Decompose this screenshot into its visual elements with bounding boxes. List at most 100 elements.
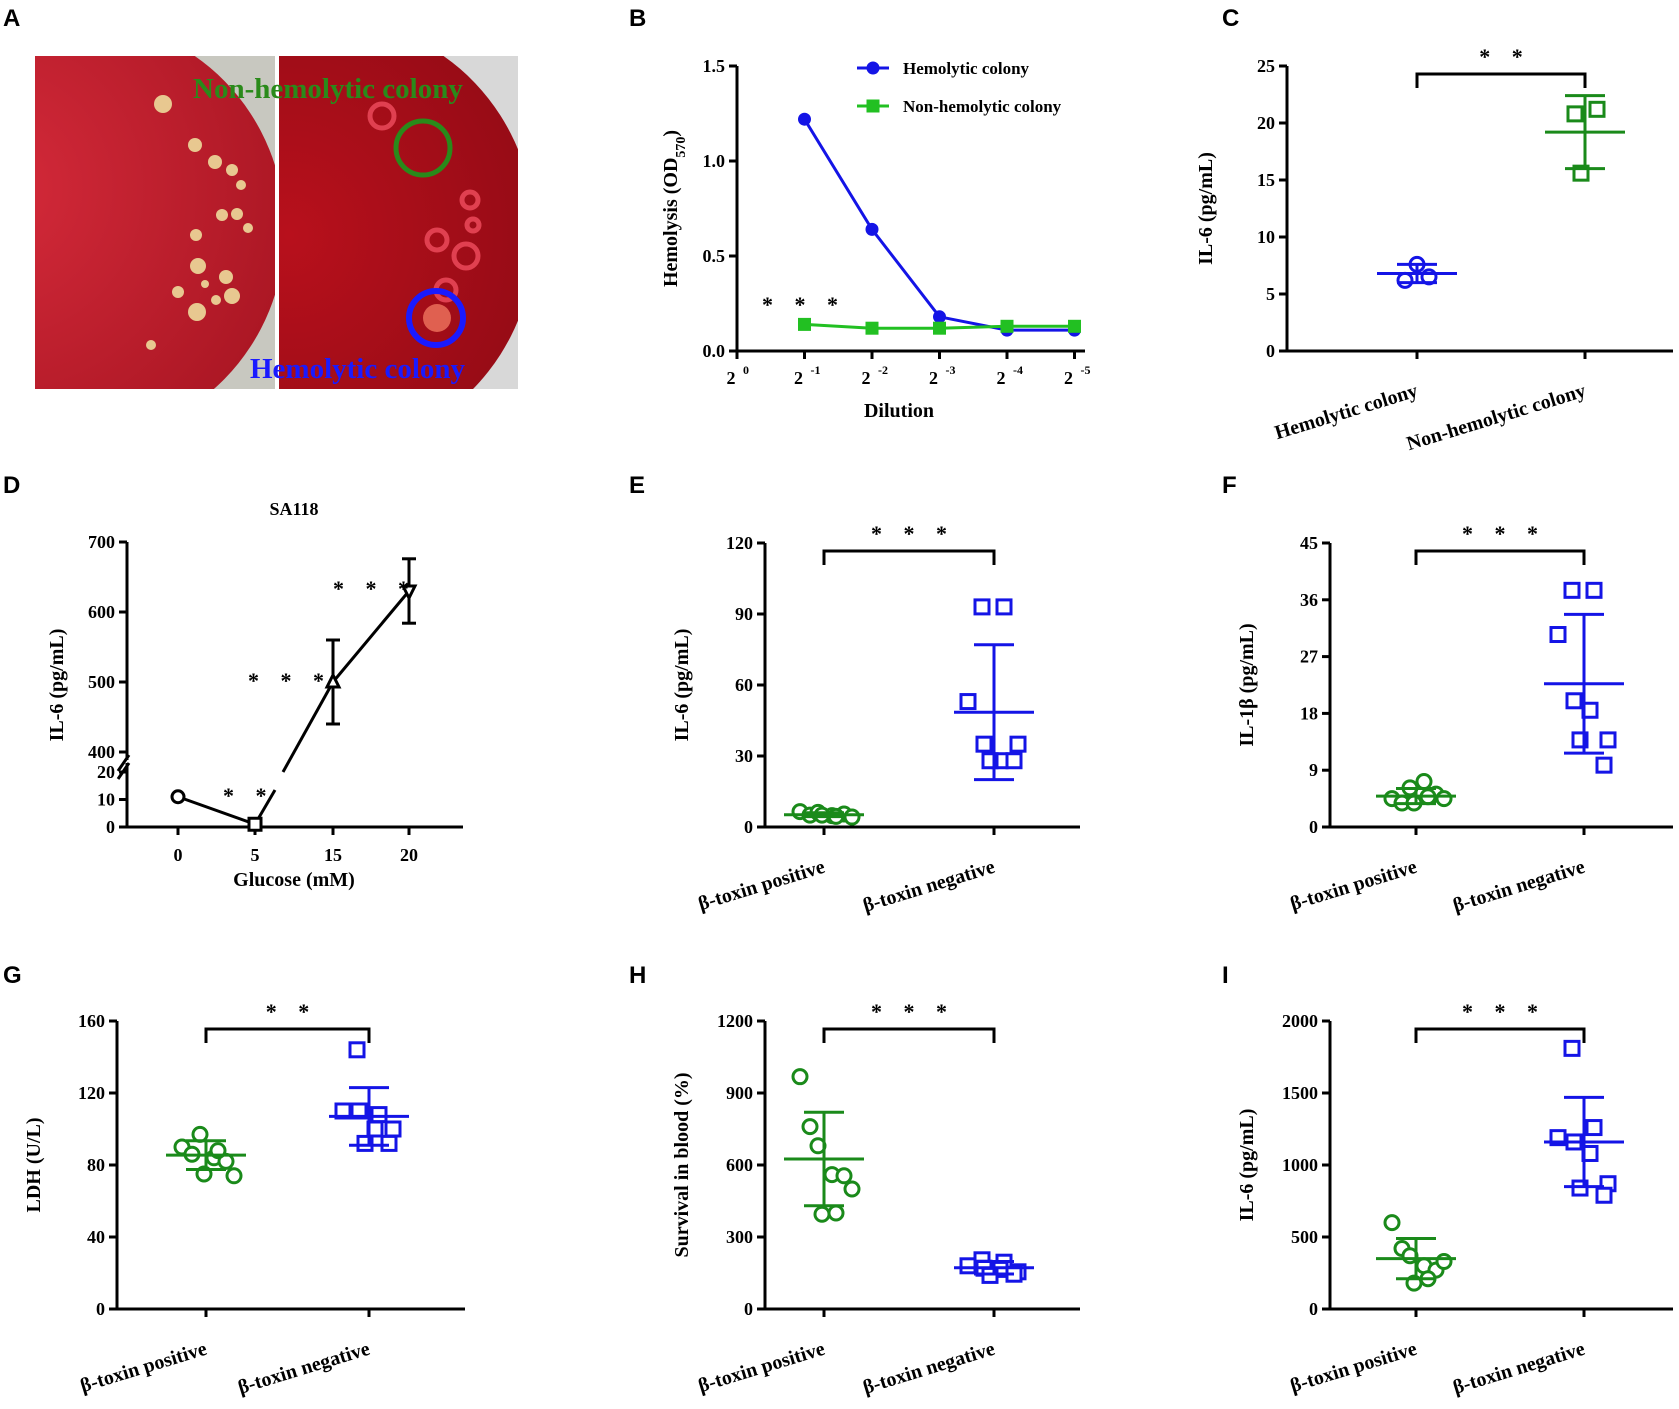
sig-bracket (822, 1027, 996, 1043)
data-point (334, 1102, 352, 1120)
y-tick-label: 1200 (717, 1011, 753, 1031)
data-point (1599, 731, 1617, 749)
y-tick-label: 900 (726, 1083, 753, 1103)
data-point (973, 598, 991, 616)
sig-stars: * * * (871, 521, 955, 546)
y-tick-label: 20 (1257, 113, 1275, 133)
chart-title: SA118 (269, 499, 318, 519)
y-tick-label: 120 (78, 1083, 105, 1103)
y-tick-label: 2000 (1282, 1011, 1318, 1031)
y-tick-label: 15 (1257, 170, 1275, 190)
photo-label-top: Non-hemolytic colony (193, 73, 463, 105)
category-label: β-toxin positive (696, 856, 828, 915)
y-tick-label: 300 (726, 1227, 753, 1247)
x-tick-label: 5 (251, 845, 260, 865)
y-tick-label: 600 (726, 1155, 753, 1175)
series-point (865, 222, 879, 236)
panel-letter-f: F (1222, 472, 1237, 499)
chart-i: 0 500 1000 1500 2000 IL-6 (pg/mL) β-toxin posi… (1236, 999, 1673, 1399)
chart-h: 0 300 600 900 1200 Survival in blood (%) β-tox… (671, 999, 1080, 1399)
x-tick-label: 0 (174, 845, 183, 865)
sig-stars: * * * (1462, 999, 1546, 1024)
data-point (835, 1167, 853, 1185)
series-line (177, 795, 256, 826)
data-point (1585, 1119, 1603, 1137)
y-tick-label: 80 (87, 1155, 105, 1175)
panel-letter-b: B (629, 5, 646, 32)
data-point (1585, 581, 1603, 599)
sig-bracket (1415, 72, 1587, 88)
chart-g: 0 40 80 120 160 LDH (U/L) β-toxin positive β-to… (23, 999, 465, 1399)
x-tick-label: 2 (794, 368, 803, 388)
x-tick-exponent: -4 (1013, 363, 1023, 377)
x-tick-exponent: -1 (811, 363, 821, 377)
category-label: β-toxin positive (78, 1338, 210, 1397)
data-point (1005, 752, 1023, 770)
sig-stars: * * * (333, 576, 417, 601)
y-tick-label: 160 (78, 1011, 105, 1031)
legend-marker (866, 61, 880, 75)
data-point (1566, 105, 1584, 123)
panel-letter-e: E (629, 472, 645, 499)
y-tick-label: 0 (744, 1299, 753, 1319)
chart-e: 0 30 60 90 120 IL-6 (pg/mL) β-toxin positive β-… (671, 521, 1080, 917)
y-tick-label: 10 (1257, 227, 1275, 247)
series-line (281, 681, 335, 773)
data-point (384, 1120, 402, 1138)
y-tick-label: 0 (1309, 1299, 1318, 1319)
x-axis-label: Dilution (864, 400, 934, 422)
data-point (225, 1167, 243, 1185)
sig-stars: * * (266, 999, 318, 1024)
data-point (959, 1257, 977, 1275)
panel-letter-c: C (1222, 5, 1239, 32)
data-point (170, 789, 186, 805)
data-point (1009, 735, 1027, 753)
y-tick-label: 1.0 (703, 151, 726, 171)
y-tick-label: 1.5 (703, 56, 726, 76)
panel-letter-h: H (629, 962, 646, 989)
y-tick-label: 9 (1309, 760, 1318, 780)
y-tick-label: 27 (1300, 647, 1318, 667)
x-tick-label: 20 (400, 845, 418, 865)
y-axis-label: Survival in blood (%) (671, 1072, 693, 1257)
data-point (827, 1204, 845, 1222)
series-point (1068, 319, 1081, 333)
y-axis-label: IL-6 (pg/mL) (1195, 152, 1217, 265)
category-label: β-toxin negative (1450, 1338, 1587, 1399)
y-tick-label: 0 (1266, 341, 1275, 361)
data-point (1565, 692, 1583, 710)
panel-letters: A B C D E F G H I (3, 5, 1239, 989)
sig-bracket (822, 549, 996, 565)
sig-bracket (1414, 1027, 1586, 1043)
chart-c: 0 5 10 15 20 25 IL-6 (pg/mL) Hemolytic colonyNo… (1195, 44, 1673, 455)
data-point (324, 671, 342, 689)
panel-letter-d: D (3, 472, 20, 499)
category-label: β-toxin negative (1450, 856, 1587, 917)
data-point (1435, 1252, 1453, 1270)
y-axis-label: IL-1β (pg/mL) (1236, 623, 1258, 746)
data-point (959, 693, 977, 711)
legend-label: Hemolytic colony (903, 59, 1030, 78)
series-point (798, 112, 811, 126)
sig-stars: * * (223, 783, 275, 808)
data-point (380, 1134, 398, 1152)
y-tick-label: 500 (88, 672, 115, 692)
category-label: β-toxin positive (1288, 856, 1420, 915)
x-tick-label: 2 (1064, 368, 1073, 388)
x-tick-exponent: -3 (946, 363, 956, 377)
data-point (1595, 1186, 1613, 1204)
data-point (813, 1205, 831, 1223)
y-tick-label: 0 (744, 817, 753, 837)
y-tick-label: 20 (97, 762, 115, 782)
data-point (1563, 1039, 1581, 1057)
y-axis-label: IL-6 (pg/mL) (1236, 1109, 1258, 1222)
y-tick-label: 1500 (1282, 1083, 1318, 1103)
category-label: Non-hemolytic colony (1404, 380, 1588, 455)
chart-f: 0 9 18 27 36 45 IL-1β (pg/mL) β-toxin positive β… (1236, 521, 1673, 917)
x-tick-label: 2 (997, 368, 1006, 388)
y-axis-label: IL-6 (pg/mL) (46, 629, 68, 742)
hemolytic-circle (406, 288, 466, 348)
axis-break-1 (116, 754, 131, 772)
